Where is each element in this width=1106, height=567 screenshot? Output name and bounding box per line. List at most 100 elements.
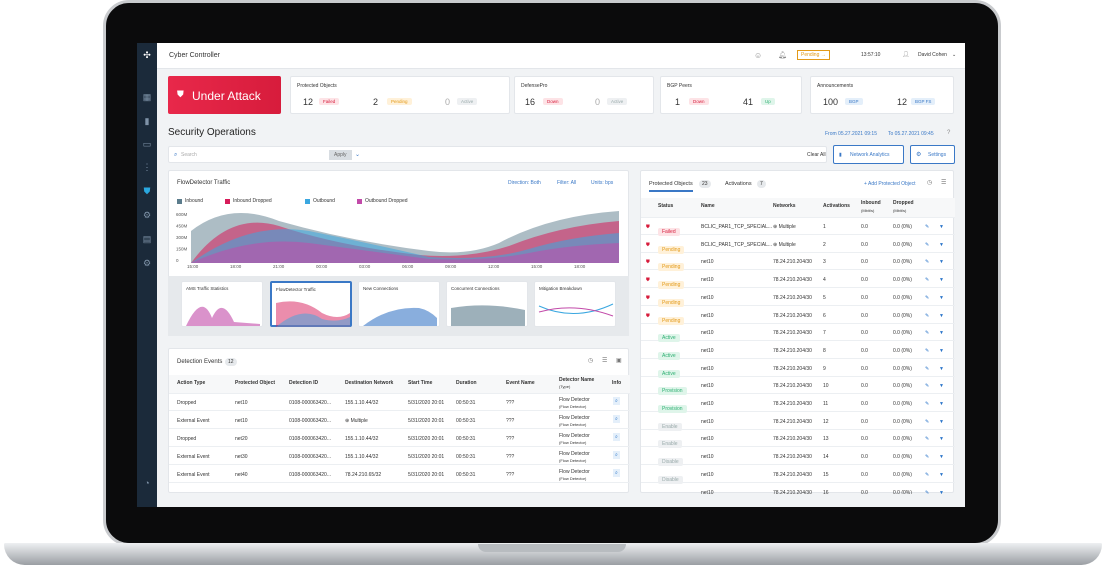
filter-icon[interactable]: ▼ — [939, 312, 944, 319]
edit-icon[interactable]: ✎ — [925, 418, 930, 425]
filter-icon[interactable]: ▼ — [939, 418, 944, 425]
analytics-icon[interactable]: ▮ — [144, 116, 150, 126]
filter-icon[interactable]: ▼ — [939, 471, 944, 478]
pending-button[interactable]: Pending → — [797, 50, 830, 60]
devices-icon[interactable]: ▤ — [142, 234, 152, 244]
table-row[interactable]: External Event net10 0108-000063420... ⊕ Mu… — [169, 412, 630, 429]
filter-icon[interactable]: ▼ — [939, 436, 944, 443]
time-from[interactable]: From 05.27.2021 09:15 — [825, 131, 877, 137]
help-icon[interactable]: ? — [947, 130, 951, 136]
filter-icon[interactable]: ▼ — [939, 401, 944, 407]
legend-swatch[interactable] — [305, 199, 310, 204]
col-duration[interactable]: Duration — [456, 380, 477, 386]
power-icon[interactable]: ◔ — [144, 478, 150, 488]
col-action-type[interactable]: Action Type — [177, 380, 206, 386]
bgp-peers-summary[interactable]: BGP Peers 1 Down 41 Up — [660, 76, 802, 114]
col-detector-name[interactable]: Detector Name — [559, 377, 595, 383]
tab-protected-objects[interactable]: Protected Objects — [649, 181, 693, 192]
col-activations[interactable]: Activations — [823, 203, 850, 209]
protected-objects-summary[interactable]: Protected Objects 12 Failed 2 Pending 0 … — [290, 76, 510, 114]
table-row[interactable]: ⛊ Pending net10 78.24.210.204/30 4 0.0 0.0 (0%… — [641, 271, 955, 290]
settings-icon[interactable]: ⚙ — [142, 258, 152, 268]
col-dropped[interactable]: Dropped — [893, 200, 914, 206]
sliders-icon[interactable]: ☰ — [602, 358, 608, 364]
edit-icon[interactable]: ✎ — [925, 436, 930, 443]
history-icon[interactable]: ◷ — [927, 180, 933, 186]
chevron-down-icon[interactable]: ⌄ — [952, 52, 957, 58]
bell-icon[interactable]: 🔔︎ — [778, 52, 787, 59]
accessibility-icon[interactable]: ☺ — [754, 51, 763, 60]
filter-icon[interactable]: ▼ — [939, 241, 944, 248]
table-row[interactable]: Dropped net10 0108-000063420... 155.1.10.44… — [169, 394, 630, 411]
table-row[interactable]: ⛊ Pending net10 78.24.210.204/30 3 0.0 0.0 (0%… — [641, 253, 955, 272]
clear-all-button[interactable]: Clear All — [807, 152, 826, 158]
table-row[interactable]: Active net10 78.24.210.204/30 8 0.0 0.0 (0%) ✎… — [641, 342, 955, 360]
edit-icon[interactable]: ✎ — [925, 454, 930, 461]
table-row[interactable]: Active net10 78.24.210.204/30 7 0.0 0.0 (0%) ✎… — [641, 324, 955, 343]
col-name[interactable]: Name — [701, 203, 715, 209]
units-select[interactable]: Units: bps — [591, 180, 614, 186]
edit-icon[interactable]: ✎ — [925, 489, 930, 495]
filter-select[interactable]: Filter: All — [557, 180, 577, 186]
direction-select[interactable]: Direction: Both — [508, 180, 541, 186]
col-status[interactable]: Status — [658, 203, 674, 209]
edit-icon[interactable]: ✎ — [925, 471, 930, 478]
network-analytics-button[interactable]: ▮ Network Analytics — [833, 145, 904, 164]
widget-mitigation-breakdown[interactable]: Mitigation Breakdown — [534, 281, 616, 327]
table-row[interactable]: Enable net10 78.24.210.204/30 12 0.0 0.0 (0%)… — [641, 413, 955, 431]
export-icon[interactable]: ▣ — [616, 358, 622, 364]
info-search-icon[interactable]: ⌕ — [613, 451, 620, 459]
history-icon[interactable]: ◷ — [588, 358, 594, 364]
edit-icon[interactable]: ✎ — [925, 401, 930, 407]
table-row[interactable]: Active net10 78.24.210.204/30 9 0.0 0.0 (0%) ✎… — [641, 360, 955, 378]
edit-icon[interactable]: ✎ — [925, 347, 930, 354]
col-protected-object[interactable]: Protected Object — [235, 380, 276, 386]
legend-swatch[interactable] — [357, 199, 362, 204]
chevron-down-icon[interactable]: ⌄ — [355, 152, 361, 158]
widget-concurrent-connections[interactable]: Concurrent Connections — [446, 281, 528, 327]
edit-icon[interactable]: ✎ — [925, 277, 930, 284]
edit-icon[interactable]: ✎ — [925, 224, 930, 230]
user-name[interactable]: David Cohen — [918, 52, 947, 58]
col-inbound[interactable]: Inbound — [861, 200, 881, 206]
widget-ams-traffic[interactable]: AMS Traffic Statistics — [181, 281, 263, 327]
edit-icon[interactable]: ✎ — [925, 259, 930, 266]
apply-button[interactable]: Apply — [329, 150, 352, 160]
under-attack-banner[interactable]: ⛊ Under Attack — [168, 76, 281, 114]
table-row[interactable]: External Event net40 0108-000063420... 78.2… — [169, 466, 630, 483]
filter-icon[interactable]: ▼ — [939, 294, 944, 301]
filter-icon[interactable]: ▼ — [939, 454, 944, 461]
time-to[interactable]: To 05.27.2021 09:45 — [888, 131, 934, 137]
filter-icon[interactable]: ▼ — [939, 365, 944, 372]
info-search-icon[interactable]: ⌕ — [613, 415, 620, 423]
edit-icon[interactable]: ✎ — [925, 241, 930, 248]
add-protected-object-button[interactable]: + Add Protected Object — [864, 181, 916, 187]
info-search-icon[interactable]: ⌕ — [613, 469, 620, 477]
col-destination-network[interactable]: Destination Network — [345, 380, 394, 386]
shield-icon[interactable]: ⛊ — [143, 186, 151, 196]
table-row[interactable]: External Event net30 0108-000063420... 155.… — [169, 448, 630, 465]
dashboard-icon[interactable]: ▦ — [142, 92, 152, 102]
sliders-icon[interactable]: ☰ — [941, 180, 947, 186]
table-row[interactable]: ⛊ Pending net10 78.24.210.204/30 5 0.0 0.0 (0%… — [641, 289, 955, 307]
edit-icon[interactable]: ✎ — [925, 330, 930, 337]
filter-icon[interactable]: ▼ — [939, 259, 944, 266]
table-row[interactable]: ⛊ Failed BCLIC_PAR1_TCP_SPECIAL... ⊕ Multip… — [641, 218, 955, 236]
monitor-icon[interactable]: ▭ — [142, 139, 152, 149]
settings-button[interactable]: ⚙ Settings — [910, 145, 955, 164]
defensepro-summary[interactable]: DefensePro 16 Down 0 Active — [514, 76, 654, 114]
table-row[interactable]: Provision net10 78.24.210.204/30 10 0.0 0.0 (… — [641, 377, 955, 396]
filter-icon[interactable]: ▼ — [939, 347, 944, 354]
table-row[interactable]: Disable net10 78.24.210.204/30 15 0.0 0.0 (0%… — [641, 466, 955, 484]
col-networks[interactable]: Networks — [773, 203, 796, 209]
legend-swatch[interactable] — [225, 199, 230, 204]
announcements-summary[interactable]: Announcements 100 BGP 12 BGP FS — [810, 76, 954, 114]
legend-swatch[interactable] — [177, 199, 182, 204]
col-detection-id[interactable]: Detection ID — [289, 380, 319, 386]
search-input[interactable]: Search — [181, 152, 197, 158]
widget-flowdetector-traffic[interactable]: FlowDetector Traffic — [270, 281, 352, 327]
filter-icon[interactable]: ▼ — [939, 330, 944, 337]
table-row[interactable]: Disable net10 78.24.210.204/30 16 0.0 0.0 (0%… — [641, 484, 955, 495]
widget-new-connections[interactable]: New Connections — [358, 281, 440, 327]
apps-icon[interactable]: ⋮ — [142, 162, 152, 172]
